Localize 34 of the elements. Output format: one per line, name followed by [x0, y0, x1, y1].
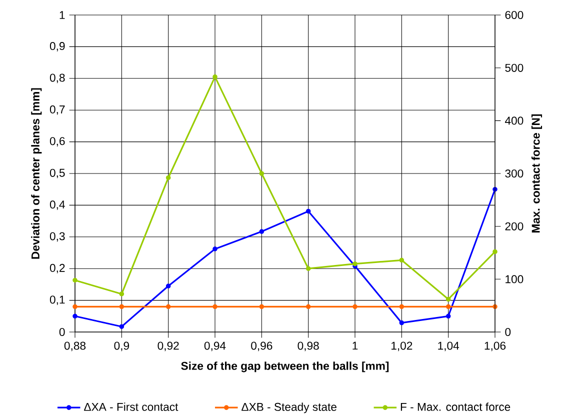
y-tick-label: 0,8: [50, 74, 65, 84]
y-tick-label: 0,5: [50, 168, 65, 178]
x-tick-label: 0,98: [298, 342, 319, 352]
y2-tick-label: 600: [505, 11, 524, 20]
x-tick-label: 0,9: [114, 342, 130, 352]
y2-tick-label: 400: [504, 116, 524, 125]
y-tick-label: 0,9: [50, 42, 65, 52]
y-tick-label: 1: [60, 11, 65, 19]
y2-tick-label: 200: [505, 222, 524, 230]
x-tick-label: 1: [352, 342, 358, 350]
y2-tick-label: 0: [505, 328, 511, 336]
x-tick-label: 1,02: [391, 342, 412, 352]
y-axis-title: Deviation of center planes [mm]: [31, 88, 42, 259]
x-axis-title: Size of the gap between the balls [mm]: [181, 362, 389, 372]
legend-label: ΔXA - First contact: [84, 402, 178, 411]
y-tick-label: 0,2: [50, 264, 65, 274]
y-tick-label: 0,1: [50, 296, 65, 305]
y-tick-label: 0,3: [50, 232, 65, 242]
y-tick-label: 0,7: [50, 105, 65, 115]
legend-label: F - Max. contact force: [400, 402, 510, 411]
x-tick-label: 1,04: [438, 342, 460, 352]
y2-tick-label: 500: [505, 64, 524, 72]
y-tick-label: 0: [59, 328, 65, 336]
x-tick-label: 0,94: [204, 342, 226, 352]
y-tick-label: 0,6: [50, 137, 65, 146]
y-tick-label: 0,4: [50, 200, 65, 210]
y2-axis-title: Max. contact force [N]: [531, 114, 542, 232]
y2-tick-label: 100: [506, 275, 524, 284]
x-tick-label: 0,88: [64, 342, 86, 352]
x-tick-label: 0,96: [251, 342, 272, 352]
x-tick-label: 1,06: [484, 342, 506, 352]
y2-tick-label: 300: [505, 170, 524, 178]
x-tick-label: 0,92: [158, 342, 179, 352]
legend-label: ΔXB - Steady state: [242, 402, 336, 414]
